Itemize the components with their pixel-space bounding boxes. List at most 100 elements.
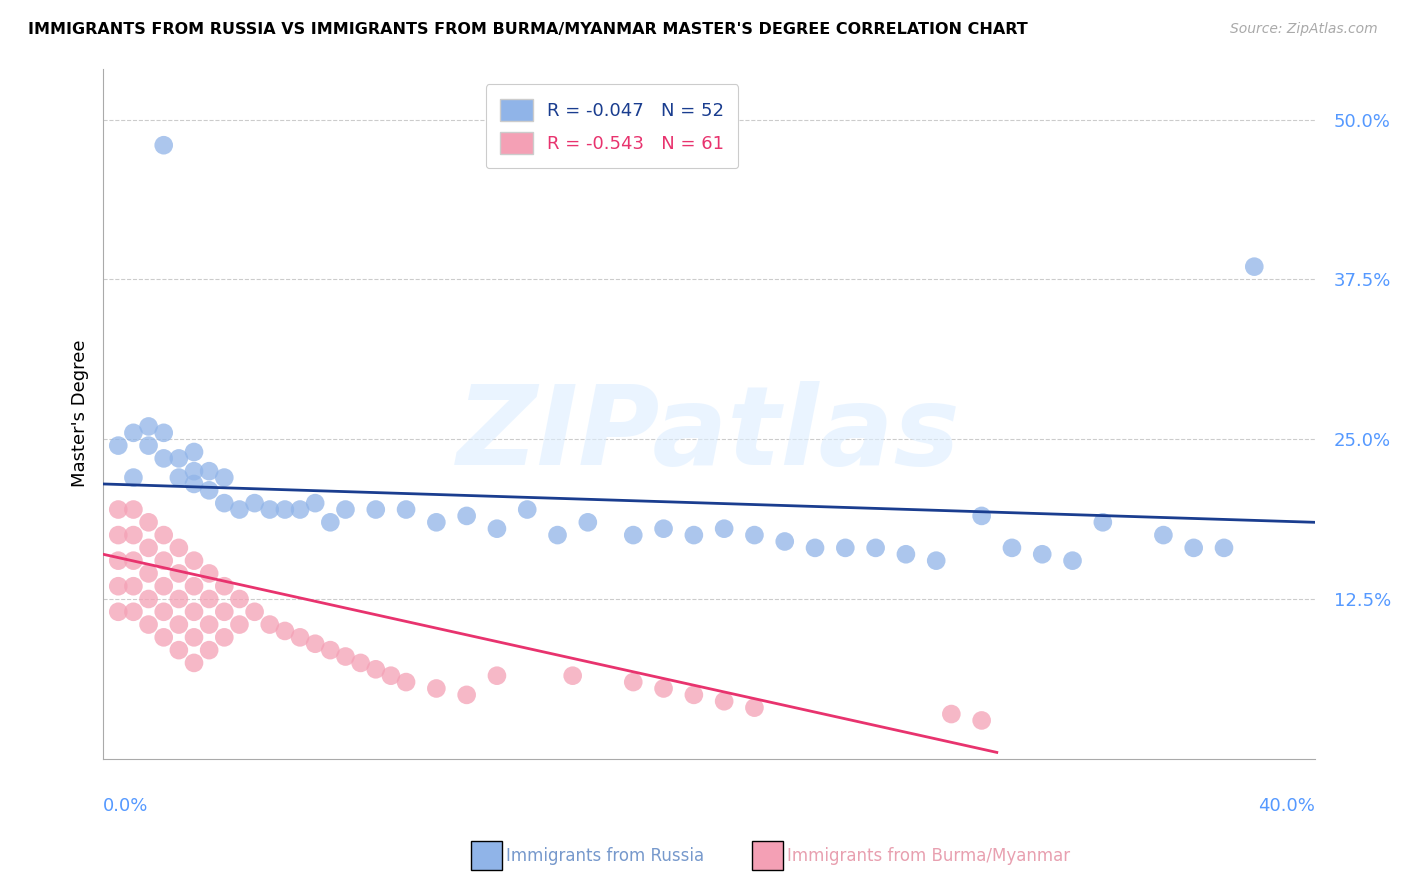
Point (547, 528, 569, 542)
Point (304, 637, 326, 651)
Point (288, 631, 311, 645)
Point (925, 554, 948, 568)
Point (485, 522, 508, 536)
Point (138, 617, 160, 632)
Point (485, 669, 508, 683)
Point (122, 554, 145, 568)
Point (183, 477, 205, 491)
Point (214, 605, 236, 619)
Point (152, 631, 174, 645)
Point (364, 662, 387, 676)
Point (243, 496, 266, 510)
Point (198, 643, 221, 657)
Point (834, 541, 856, 555)
Point (1001, 541, 1024, 555)
Point (1213, 541, 1236, 555)
Point (516, 502, 538, 516)
Point (107, 605, 129, 619)
Point (198, 483, 221, 498)
Point (167, 592, 190, 607)
Text: 0.0%: 0.0% (103, 797, 149, 814)
Point (1243, 260, 1265, 274)
Point (228, 617, 250, 632)
Point (228, 502, 250, 516)
Point (395, 675, 418, 690)
Point (364, 502, 387, 516)
Point (1182, 541, 1205, 555)
Point (1152, 528, 1174, 542)
Point (152, 425, 174, 440)
Text: Immigrants from Burma/Myanmar: Immigrants from Burma/Myanmar (787, 847, 1070, 865)
Point (274, 624, 297, 638)
Text: Source: ZipAtlas.com: Source: ZipAtlas.com (1230, 22, 1378, 37)
Point (122, 528, 145, 542)
Point (167, 541, 190, 555)
Point (335, 649, 357, 664)
Point (349, 656, 371, 670)
Point (274, 502, 297, 516)
Point (107, 528, 129, 542)
Point (576, 516, 599, 530)
Point (198, 566, 221, 581)
Point (214, 496, 236, 510)
Point (621, 675, 644, 690)
Point (970, 714, 993, 728)
Point (1031, 547, 1053, 561)
Point (970, 508, 993, 523)
Point (107, 579, 129, 593)
Point (744, 528, 766, 542)
Point (107, 502, 129, 516)
Point (319, 643, 342, 657)
Point (713, 694, 735, 708)
Point (456, 688, 478, 702)
Point (183, 445, 205, 459)
Point (804, 541, 827, 555)
Point (621, 528, 644, 542)
Point (152, 579, 174, 593)
Point (425, 681, 447, 696)
Point (167, 643, 190, 657)
Point (744, 700, 766, 714)
Point (183, 631, 205, 645)
Point (138, 439, 160, 453)
Text: 40.0%: 40.0% (1258, 797, 1315, 814)
Point (183, 656, 205, 670)
Point (138, 516, 160, 530)
Y-axis label: Master's Degree: Master's Degree (72, 340, 89, 487)
Point (122, 470, 145, 484)
Point (335, 502, 357, 516)
Point (107, 554, 129, 568)
Point (395, 502, 418, 516)
Point (183, 579, 205, 593)
Point (152, 138, 174, 153)
Point (243, 605, 266, 619)
Point (107, 439, 129, 453)
Point (214, 579, 236, 593)
Point (682, 528, 704, 542)
Point (228, 592, 250, 607)
Point (167, 451, 190, 466)
Point (652, 681, 675, 696)
Point (152, 528, 174, 542)
Point (214, 631, 236, 645)
Point (1062, 554, 1084, 568)
Point (167, 566, 190, 581)
Point (138, 541, 160, 555)
Point (1091, 516, 1114, 530)
Point (198, 464, 221, 478)
Point (561, 669, 583, 683)
Point (122, 605, 145, 619)
Point (183, 605, 205, 619)
Point (941, 706, 963, 721)
Text: Immigrants from Russia: Immigrants from Russia (506, 847, 704, 865)
Point (319, 516, 342, 530)
Point (380, 669, 402, 683)
Legend: R = -0.047   N = 52, R = -0.543   N = 61: R = -0.047 N = 52, R = -0.543 N = 61 (485, 85, 738, 169)
Point (682, 688, 704, 702)
Point (304, 496, 326, 510)
Point (183, 554, 205, 568)
Point (456, 508, 478, 523)
Point (214, 470, 236, 484)
Point (138, 592, 160, 607)
Point (152, 451, 174, 466)
